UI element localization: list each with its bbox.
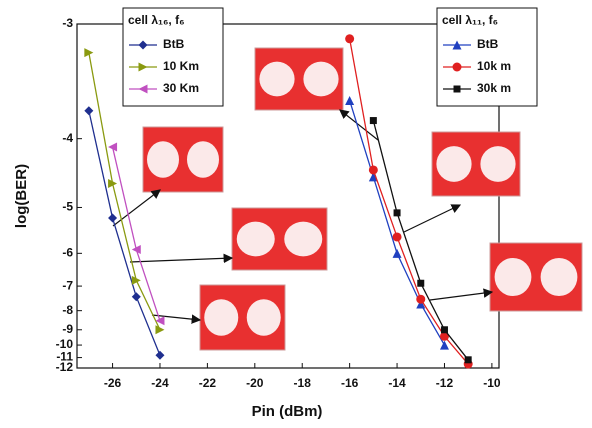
legend-marker [453, 63, 462, 72]
x-tick-label: -20 [246, 376, 264, 390]
eye-opening [147, 141, 179, 177]
arrow [340, 110, 378, 140]
eye-opening [303, 62, 338, 97]
point [155, 325, 164, 334]
arrow [430, 292, 492, 300]
point [441, 326, 448, 333]
point [132, 292, 141, 301]
x-tick-label: -26 [104, 376, 122, 390]
legend-label: 30k m [477, 81, 511, 95]
point [417, 280, 424, 287]
chart: Pin (dBm) log(BER) -3-4-5-6-7-8-9-10-11-… [0, 0, 592, 428]
y-tick-label: -9 [62, 322, 73, 336]
point [416, 295, 425, 304]
legend-title: cell λ₁₆, f₆ [128, 13, 185, 27]
eye-opening [247, 299, 281, 335]
point [440, 341, 449, 350]
eye-opening [541, 258, 578, 296]
y-tick-label: -7 [62, 278, 73, 292]
point [132, 276, 141, 285]
point [155, 351, 164, 360]
point [108, 143, 117, 152]
x-tick-label: -18 [294, 376, 312, 390]
legend-title: cell λ₁₁, f₆ [442, 13, 498, 27]
x-axis-label: Pin (dBm) [252, 403, 323, 420]
legend-label: 10k m [477, 59, 511, 73]
point [345, 34, 354, 43]
x-tick-label: -22 [199, 376, 217, 390]
y-tick-label: -8 [62, 303, 73, 317]
legend-label: 30 Km [163, 81, 199, 95]
point [132, 245, 141, 254]
eye-opening [495, 258, 532, 296]
y-tick-label: -3 [62, 16, 73, 30]
eye-opening [284, 222, 322, 257]
x-tick-label: -16 [341, 376, 359, 390]
point [370, 117, 377, 124]
y-tick-label: -4 [62, 131, 73, 145]
y-tick-label: -12 [56, 360, 74, 374]
point [394, 209, 401, 216]
point [393, 249, 402, 258]
x-tick-label: -24 [151, 376, 169, 390]
x-tick-label: -14 [388, 376, 406, 390]
legend-label: 10 Km [163, 59, 199, 73]
series-line [350, 100, 445, 345]
point [108, 214, 117, 223]
x-tick-label: -12 [436, 376, 454, 390]
x-tick-label: -10 [483, 376, 501, 390]
eye-opening [204, 299, 238, 335]
point [465, 356, 472, 363]
legend-label: BtB [477, 37, 499, 51]
eye-opening [187, 141, 219, 177]
point [393, 232, 402, 241]
arrow [404, 205, 460, 232]
point [345, 96, 354, 105]
legend-label: BtB [163, 37, 185, 51]
eye-opening [436, 146, 471, 182]
legend-marker [454, 86, 461, 93]
arrow [113, 190, 160, 226]
y-axis-label: log(BER) [13, 164, 30, 228]
eye-opening [237, 222, 275, 257]
arrow [130, 258, 232, 262]
y-tick-label: -6 [62, 246, 73, 260]
eye-opening [259, 62, 294, 97]
point [369, 165, 378, 174]
point [84, 106, 93, 115]
eye-opening [480, 146, 515, 182]
y-tick-label: -5 [62, 200, 73, 214]
